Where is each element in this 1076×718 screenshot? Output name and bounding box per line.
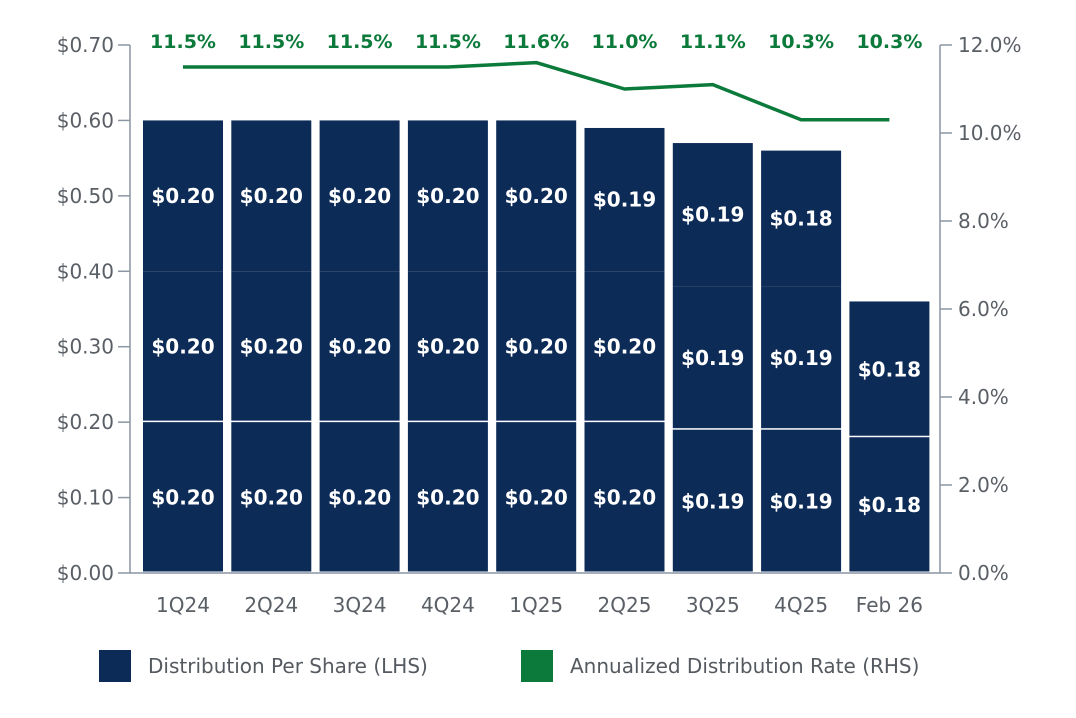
legend-label-rate: Annualized Distribution Rate (RHS) [570,654,919,678]
rate-data-label: 11.5% [150,31,216,53]
bar-segment-label: $0.20 [240,335,303,359]
right-tick-label: 2.0% [958,473,1009,497]
bar-segment-label: $0.20 [240,184,303,208]
bar-segment-label: $0.20 [151,486,214,510]
bar-segment-label: $0.19 [681,346,744,370]
x-tick-label: 2Q25 [598,593,652,617]
rate-line [183,63,889,120]
bar-segment-label: $0.20 [416,335,479,359]
bar-segment-label: $0.18 [858,357,921,381]
rate-data-label: 11.6% [503,31,569,53]
bar-segment-label: $0.19 [769,346,832,370]
right-tick-label: 0.0% [958,561,1009,585]
rate-data-label: 11.5% [327,31,393,53]
x-tick-label: 3Q24 [333,593,387,617]
bar-segment-label: $0.19 [769,489,832,513]
bar-segment-label: $0.20 [505,486,568,510]
rate-data-label: 11.1% [680,31,746,53]
left-tick-label: $0.00 [57,561,114,585]
bar-segment-label: $0.18 [858,493,921,517]
x-tick-label: 1Q24 [156,593,210,617]
left-tick-label: $0.40 [57,259,114,283]
bar-segment-label: $0.20 [240,486,303,510]
left-tick-label: $0.60 [57,108,114,132]
bar-segment-label: $0.18 [769,206,832,230]
bar-segment-label: $0.20 [416,486,479,510]
right-tick-label: 10.0% [958,121,1022,145]
left-tick-label: $0.70 [57,33,114,57]
bar-segment-label: $0.20 [416,184,479,208]
bar-segment-label: $0.19 [681,489,744,513]
legend-swatch-distribution [99,650,131,682]
rate-data-label: 11.5% [238,31,304,53]
left-tick-label: $0.10 [57,486,114,510]
bar-segment-label: $0.20 [328,335,391,359]
bar-segment-label: $0.20 [505,335,568,359]
rate-data-label: 11.5% [415,31,481,53]
left-tick-label: $0.30 [57,335,114,359]
bar-segment-label: $0.19 [593,188,656,212]
bar-segment-label: $0.19 [681,203,744,227]
rate-data-label: 10.3% [856,31,922,53]
bar-segment-label: $0.20 [593,486,656,510]
bar-segment-label: $0.20 [328,184,391,208]
right-tick-label: 8.0% [958,209,1009,233]
rate-data-label: 11.0% [592,31,658,53]
bar-segment-label: $0.20 [328,486,391,510]
left-tick-label: $0.50 [57,184,114,208]
legend-swatch-rate [521,650,553,682]
x-tick-label: 1Q25 [509,593,563,617]
right-tick-label: 12.0% [958,33,1022,57]
bar-segment-label: $0.20 [505,184,568,208]
right-tick-label: 6.0% [958,297,1009,321]
bar-segment-label: $0.20 [151,335,214,359]
bar-segment-label: $0.20 [151,184,214,208]
left-tick-label: $0.20 [57,410,114,434]
x-tick-label: 2Q24 [244,593,298,617]
x-tick-label: 4Q25 [774,593,828,617]
x-tick-label: 4Q24 [421,593,475,617]
x-tick-label: 3Q25 [686,593,740,617]
rate-data-label: 10.3% [768,31,834,53]
right-tick-label: 4.0% [958,385,1009,409]
legend-label-distribution: Distribution Per Share (LHS) [148,654,428,678]
x-tick-label: Feb 26 [856,593,923,617]
bar-segment-label: $0.20 [593,335,656,359]
